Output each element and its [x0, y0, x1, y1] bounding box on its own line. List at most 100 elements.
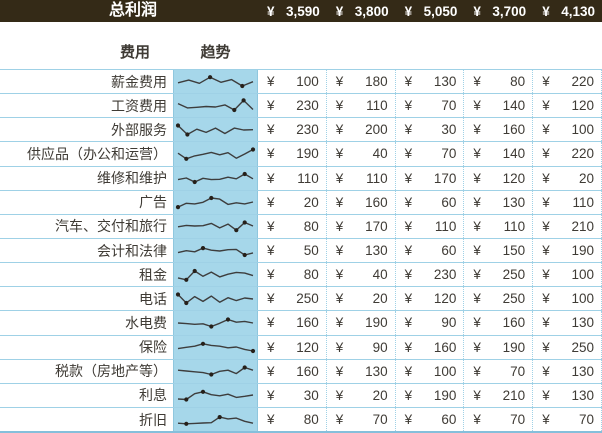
value-cell[interactable]: ¥160 [463, 118, 532, 142]
value-cell[interactable]: ¥180 [325, 70, 395, 94]
sparkline-cell[interactable] [173, 383, 258, 407]
value-cell[interactable]: ¥170 [325, 214, 395, 238]
value-cell[interactable]: ¥200 [325, 118, 395, 142]
value-cell[interactable]: ¥130 [532, 383, 602, 407]
expense-label-cell[interactable]: 会计和法律 [0, 239, 173, 262]
sparkline-cell[interactable] [173, 359, 258, 383]
value-cell[interactable]: ¥130 [325, 359, 395, 383]
expense-label-cell[interactable]: 利息 [0, 384, 173, 407]
sparkline-cell[interactable] [173, 311, 258, 335]
expense-label-cell[interactable]: 保险 [0, 336, 173, 359]
value-cell[interactable]: ¥60 [394, 407, 464, 432]
value-cell[interactable]: ¥70 [325, 407, 395, 432]
value-cell[interactable]: ¥160 [258, 311, 326, 334]
value-cell[interactable]: ¥140 [463, 94, 532, 118]
value-cell[interactable]: ¥30 [258, 384, 326, 407]
value-cell[interactable]: ¥220 [532, 142, 602, 166]
value-cell[interactable]: ¥110 [463, 214, 532, 238]
value-cell[interactable]: ¥190 [463, 335, 532, 359]
value-cell[interactable]: ¥210 [532, 214, 602, 238]
value-cell[interactable]: ¥70 [463, 407, 532, 432]
value-cell[interactable]: ¥250 [463, 263, 532, 287]
sparkline-cell[interactable] [173, 238, 258, 263]
value-cell[interactable]: ¥20 [325, 383, 395, 407]
value-cell[interactable]: ¥230 [258, 118, 326, 141]
value-cell[interactable]: ¥120 [532, 94, 602, 118]
expense-label-cell[interactable]: 广告 [0, 191, 173, 214]
value-cell[interactable]: ¥100 [532, 263, 602, 287]
sparkline-cell[interactable] [173, 335, 258, 359]
total-profit-value-cell[interactable]: ¥5,050 [396, 4, 465, 19]
sparkline-cell[interactable] [173, 166, 258, 190]
sparkline-cell[interactable] [173, 190, 258, 214]
value-cell[interactable]: ¥120 [394, 287, 464, 311]
value-cell[interactable]: ¥90 [325, 335, 395, 359]
value-cell[interactable]: ¥80 [258, 408, 326, 431]
value-cell[interactable]: ¥110 [258, 167, 326, 190]
value-cell[interactable]: ¥190 [394, 383, 464, 407]
expense-label-cell[interactable]: 工资费用 [0, 94, 173, 117]
value-cell[interactable]: ¥210 [463, 383, 532, 407]
expense-label-cell[interactable]: 维修和维护 [0, 167, 173, 190]
expense-column-header[interactable]: 费用 [119, 43, 150, 61]
sparkline-cell[interactable] [173, 118, 258, 142]
value-cell[interactable]: ¥160 [394, 335, 464, 359]
expense-label-cell[interactable]: 电话 [0, 287, 173, 310]
expense-label-cell[interactable]: 水电费 [0, 311, 173, 334]
value-cell[interactable]: ¥160 [463, 311, 532, 335]
sparkline-cell[interactable] [173, 70, 258, 94]
value-cell[interactable]: ¥130 [325, 238, 395, 263]
value-cell[interactable]: ¥90 [394, 311, 464, 335]
value-cell[interactable]: ¥160 [325, 190, 395, 214]
value-cell[interactable]: ¥250 [532, 335, 602, 359]
value-cell[interactable]: ¥40 [325, 263, 395, 287]
value-cell[interactable]: ¥140 [463, 142, 532, 166]
value-cell[interactable]: ¥150 [463, 238, 532, 263]
value-cell[interactable]: ¥50 [258, 239, 326, 262]
value-cell[interactable]: ¥230 [394, 263, 464, 287]
expense-label-cell[interactable]: 薪金费用 [0, 70, 173, 93]
value-cell[interactable]: ¥80 [258, 215, 326, 238]
value-cell[interactable]: ¥110 [325, 166, 395, 190]
value-cell[interactable]: ¥70 [394, 94, 464, 118]
total-profit-label[interactable]: 总利润 [108, 2, 157, 19]
value-cell[interactable]: ¥110 [394, 214, 464, 238]
value-cell[interactable]: ¥220 [532, 70, 602, 94]
total-profit-value-cell[interactable]: ¥3,700 [464, 4, 533, 19]
value-cell[interactable]: ¥160 [258, 360, 326, 383]
trend-column-header[interactable]: 趋势 [200, 43, 231, 61]
value-cell[interactable]: ¥100 [532, 118, 602, 142]
value-cell[interactable]: ¥80 [258, 263, 326, 286]
value-cell[interactable]: ¥170 [394, 166, 464, 190]
sparkline-cell[interactable] [173, 263, 258, 287]
expense-label-cell[interactable]: 外部服务 [0, 118, 173, 141]
value-cell[interactable]: ¥20 [325, 287, 395, 311]
expense-label-cell[interactable]: 折旧 [0, 408, 173, 431]
sparkline-cell[interactable] [173, 287, 258, 311]
value-cell[interactable]: ¥70 [394, 142, 464, 166]
sparkline-cell[interactable] [173, 142, 258, 166]
value-cell[interactable]: ¥70 [532, 407, 602, 432]
value-cell[interactable]: ¥20 [258, 191, 326, 214]
value-cell[interactable]: ¥100 [394, 359, 464, 383]
expense-label-cell[interactable]: 汽车、交付和旅行 [0, 215, 173, 238]
value-cell[interactable]: ¥60 [394, 190, 464, 214]
value-cell[interactable]: ¥100 [532, 287, 602, 311]
value-cell[interactable]: ¥230 [258, 94, 326, 117]
value-cell[interactable]: ¥130 [532, 359, 602, 383]
value-cell[interactable]: ¥80 [463, 70, 532, 94]
expense-label-cell[interactable]: 租金 [0, 263, 173, 286]
value-cell[interactable]: ¥130 [463, 190, 532, 214]
value-cell[interactable]: ¥60 [394, 238, 464, 263]
expense-label-cell[interactable]: 供应品（办公和运营） [0, 142, 173, 165]
value-cell[interactable]: ¥190 [325, 311, 395, 335]
sparkline-cell[interactable] [173, 214, 258, 238]
value-cell[interactable]: ¥250 [258, 287, 326, 310]
value-cell[interactable]: ¥190 [532, 238, 602, 263]
value-cell[interactable]: ¥20 [532, 166, 602, 190]
total-profit-value-cell[interactable]: ¥3,590 [258, 4, 327, 19]
value-cell[interactable]: ¥130 [532, 311, 602, 335]
value-cell[interactable]: ¥110 [532, 190, 602, 214]
value-cell[interactable]: ¥100 [258, 70, 326, 93]
value-cell[interactable]: ¥70 [463, 359, 532, 383]
